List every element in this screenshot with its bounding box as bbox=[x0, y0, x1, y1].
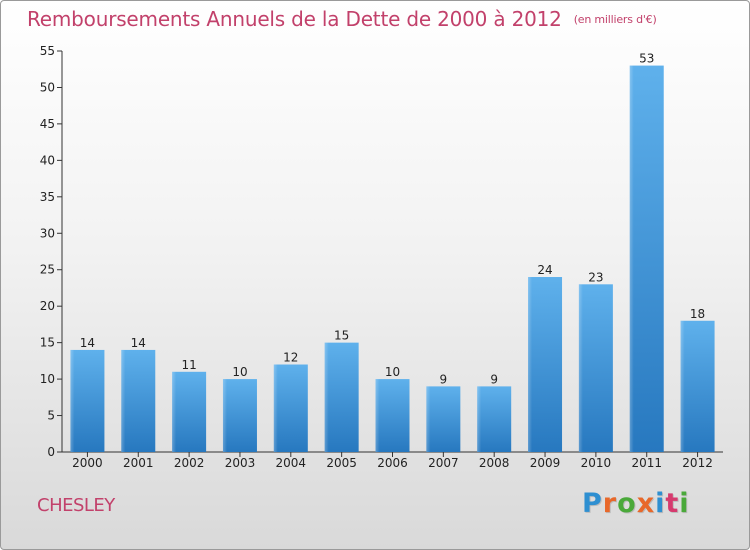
data-label: 9 bbox=[490, 372, 498, 386]
y-tick-label: 30 bbox=[40, 226, 55, 240]
x-tick-label: 2005 bbox=[326, 456, 357, 470]
logo-letter: r bbox=[602, 488, 618, 519]
y-tick-label: 40 bbox=[40, 153, 55, 167]
logo-letter: i bbox=[655, 488, 666, 519]
bar-highlight bbox=[680, 320, 685, 452]
x-tick-label: 2006 bbox=[377, 456, 408, 470]
bar bbox=[222, 379, 257, 452]
bars bbox=[70, 65, 715, 452]
y-tick-label: 55 bbox=[40, 44, 55, 58]
data-label: 14 bbox=[131, 336, 146, 350]
x-tick-label: 2003 bbox=[225, 456, 256, 470]
x-tick-label: 2012 bbox=[682, 456, 713, 470]
logo-letter: P bbox=[582, 488, 603, 519]
bar-highlight bbox=[222, 379, 227, 452]
x-tick-label: 2002 bbox=[174, 456, 205, 470]
data-label: 9 bbox=[440, 372, 448, 386]
logo-letter: t bbox=[665, 488, 680, 519]
bar-highlight bbox=[324, 342, 329, 452]
x-tick-label: 2011 bbox=[631, 456, 662, 470]
bar bbox=[426, 386, 461, 452]
logo-letter: x bbox=[636, 488, 656, 519]
bar-highlight bbox=[629, 65, 634, 452]
bar-highlight bbox=[121, 349, 126, 452]
y-tick-label: 35 bbox=[40, 190, 55, 204]
x-tick-label: 2004 bbox=[276, 456, 307, 470]
data-label: 10 bbox=[232, 365, 247, 379]
data-label: 53 bbox=[639, 52, 654, 66]
chart-unit: (en milliers d'€) bbox=[573, 13, 657, 26]
data-label: 24 bbox=[537, 263, 552, 277]
y-tick-label: 0 bbox=[47, 445, 55, 459]
data-labels: 14 14 11 10 12 15 10 9 9 24 23 53 18 bbox=[80, 52, 705, 387]
data-label: 15 bbox=[334, 329, 349, 343]
x-tick-label: 2009 bbox=[530, 456, 561, 470]
data-label: 10 bbox=[385, 365, 400, 379]
x-tick-label: 2001 bbox=[123, 456, 154, 470]
commune-name: CHESLEY bbox=[37, 495, 115, 516]
bar bbox=[629, 65, 664, 452]
bar-highlight bbox=[426, 386, 431, 452]
y-tick-label: 5 bbox=[47, 409, 55, 423]
bar-highlight bbox=[375, 379, 380, 452]
bar bbox=[477, 386, 512, 452]
bar bbox=[578, 284, 613, 452]
y-tick-label: 10 bbox=[40, 372, 55, 386]
data-label: 14 bbox=[80, 336, 95, 350]
logo-letter: o bbox=[617, 488, 637, 519]
x-tick-label: 2007 bbox=[428, 456, 459, 470]
x-tick-label: 2010 bbox=[581, 456, 612, 470]
bar-highlight bbox=[273, 364, 278, 452]
bar-highlight bbox=[70, 349, 75, 452]
x-tick-label: 2008 bbox=[479, 456, 510, 470]
bar-highlight bbox=[578, 284, 583, 452]
bar bbox=[375, 379, 410, 452]
data-label: 11 bbox=[181, 358, 196, 372]
bar bbox=[528, 277, 563, 452]
axes: 0 5 10 15 20 25 30 35 40 45 50 55 2000 2001 2002 2003 20… bbox=[40, 44, 723, 470]
y-tick-label: 50 bbox=[40, 80, 55, 94]
bar bbox=[273, 364, 308, 452]
data-label: 18 bbox=[690, 307, 705, 321]
data-label: 12 bbox=[283, 351, 298, 365]
chart-title-text: Remboursements Annuels de la Dette de 20… bbox=[27, 7, 562, 31]
bar-highlight bbox=[477, 386, 482, 452]
y-tick-label: 15 bbox=[40, 336, 55, 350]
bar-highlight bbox=[172, 371, 177, 452]
y-tick-label: 20 bbox=[40, 299, 55, 313]
bar bbox=[172, 371, 207, 452]
x-tick-label: 2000 bbox=[72, 456, 103, 470]
proxiti-logo: Proxiti bbox=[582, 488, 690, 519]
bar bbox=[121, 349, 156, 452]
bar bbox=[70, 349, 105, 452]
y-tick-label: 25 bbox=[40, 263, 55, 277]
bar bbox=[680, 320, 715, 452]
bar-highlight bbox=[528, 277, 533, 452]
data-label: 23 bbox=[588, 270, 603, 284]
bar bbox=[324, 342, 359, 452]
logo-letter: i bbox=[679, 488, 690, 519]
y-tick-label: 45 bbox=[40, 117, 55, 131]
chart-title: Remboursements Annuels de la Dette de 20… bbox=[27, 7, 657, 31]
